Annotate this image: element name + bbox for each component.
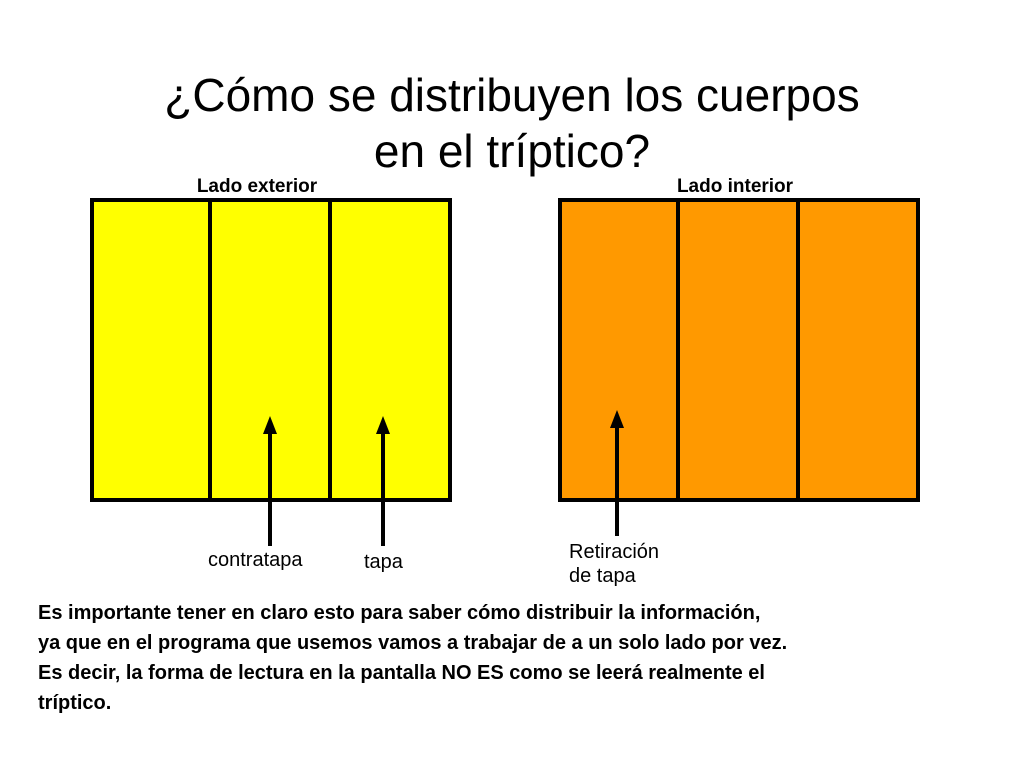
note-line-3: Es decir, la forma de lectura en la pant… — [38, 662, 765, 684]
exterior-side-panel — [90, 198, 452, 502]
interior-side-label: Lado interior — [676, 176, 794, 197]
interior-section-left — [562, 202, 676, 498]
retiracion-label-line-2: de tapa — [569, 565, 636, 587]
explanatory-note: Es importante tener en claro esto para s… — [38, 598, 1008, 718]
interior-side-panel — [558, 198, 920, 502]
slide-title: ¿Cómo se distribuyen los cuerpos en el t… — [0, 67, 1024, 179]
exterior-section-middle — [208, 202, 328, 498]
slide-title-line-2: en el tríptico? — [373, 124, 651, 177]
exterior-section-right — [328, 202, 448, 498]
tapa-label: tapa — [364, 551, 403, 573]
slide-title-line-1: ¿Cómo se distribuyen los cuerpos — [164, 68, 860, 121]
note-line-1: Es importante tener en claro esto para s… — [38, 602, 761, 624]
retiracion-de-tapa-label: Retiración de tapa — [569, 540, 709, 588]
note-line-4: tríptico. — [38, 692, 112, 714]
exterior-side-label: Lado exterior — [196, 176, 318, 197]
exterior-section-left — [94, 202, 208, 498]
retiracion-label-line-1: Retiración — [569, 541, 660, 563]
contratapa-label: contratapa — [208, 549, 303, 571]
interior-section-middle — [676, 202, 796, 498]
note-line-2: ya que en el programa que usemos vamos a… — [38, 632, 788, 654]
interior-section-right — [796, 202, 916, 498]
